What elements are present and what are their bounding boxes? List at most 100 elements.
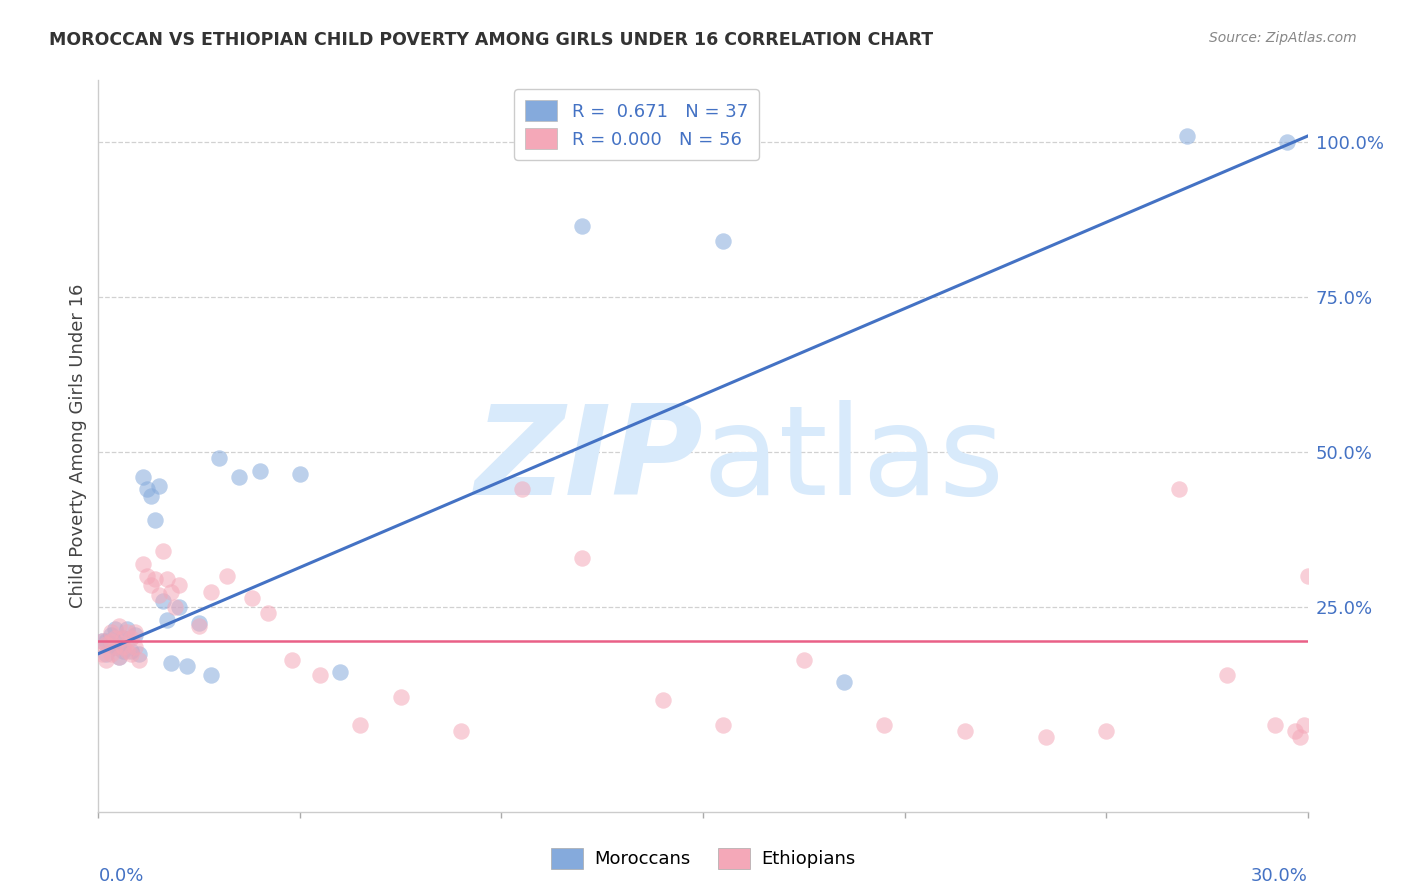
Point — [217, 569, 239, 583]
Point — [571, 219, 593, 233]
Point — [128, 647, 150, 661]
Point — [1216, 668, 1239, 682]
Text: MOROCCAN VS ETHIOPIAN CHILD POVERTY AMONG GIRLS UNDER 16 CORRELATION CHART: MOROCCAN VS ETHIOPIAN CHILD POVERTY AMON… — [49, 31, 934, 49]
Point — [107, 649, 129, 664]
Point — [188, 615, 211, 630]
Point — [156, 572, 179, 586]
Text: atlas: atlas — [703, 401, 1005, 521]
Point — [163, 600, 186, 615]
Point — [208, 451, 231, 466]
Point — [124, 628, 146, 642]
Point — [571, 550, 593, 565]
Point — [156, 613, 179, 627]
Point — [349, 718, 371, 732]
Text: ZIP: ZIP — [474, 401, 703, 521]
Text: 30.0%: 30.0% — [1251, 867, 1308, 885]
Point — [1264, 718, 1286, 732]
Point — [249, 464, 271, 478]
Point — [111, 631, 134, 645]
Point — [91, 634, 114, 648]
Point — [115, 643, 138, 657]
Point — [1288, 731, 1310, 745]
Point — [873, 718, 896, 732]
Point — [100, 647, 122, 661]
Point — [107, 637, 129, 651]
Point — [124, 640, 146, 655]
Point — [240, 591, 263, 605]
Point — [107, 619, 129, 633]
Point — [135, 483, 157, 497]
Legend: R =  0.671   N = 37, R = 0.000   N = 56: R = 0.671 N = 37, R = 0.000 N = 56 — [515, 89, 759, 160]
Point — [120, 647, 142, 661]
Point — [124, 624, 146, 639]
Point — [188, 619, 211, 633]
Point — [281, 653, 304, 667]
Point — [329, 665, 352, 680]
Point — [135, 569, 157, 583]
Point — [91, 647, 114, 661]
Y-axis label: Child Poverty Among Girls Under 16: Child Poverty Among Girls Under 16 — [69, 284, 87, 608]
Point — [167, 578, 190, 592]
Point — [120, 643, 142, 657]
Point — [152, 594, 174, 608]
Point — [510, 483, 533, 497]
Point — [103, 640, 125, 655]
Point — [228, 470, 250, 484]
Point — [152, 544, 174, 558]
Point — [176, 659, 198, 673]
Point — [103, 631, 125, 645]
Point — [115, 622, 138, 636]
Point — [1296, 569, 1319, 583]
Point — [103, 640, 125, 655]
Point — [1167, 483, 1189, 497]
Point — [1175, 129, 1198, 144]
Point — [103, 622, 125, 636]
Point — [96, 634, 118, 648]
Point — [120, 631, 142, 645]
Point — [1277, 135, 1299, 149]
Point — [91, 634, 114, 648]
Point — [793, 653, 815, 667]
Point — [1035, 731, 1057, 745]
Point — [139, 489, 162, 503]
Point — [160, 584, 183, 599]
Point — [148, 588, 170, 602]
Point — [96, 647, 118, 661]
Point — [711, 718, 734, 732]
Text: 0.0%: 0.0% — [98, 867, 143, 885]
Point — [832, 674, 855, 689]
Point — [107, 649, 129, 664]
Point — [100, 634, 122, 648]
Point — [132, 557, 155, 571]
Point — [96, 637, 118, 651]
Point — [200, 584, 222, 599]
Legend: Moroccans, Ethiopians: Moroccans, Ethiopians — [544, 840, 862, 876]
Point — [1284, 724, 1306, 739]
Point — [450, 724, 472, 739]
Point — [148, 479, 170, 493]
Point — [160, 656, 183, 670]
Point — [100, 628, 122, 642]
Point — [143, 572, 166, 586]
Point — [96, 653, 118, 667]
Point — [111, 640, 134, 655]
Point — [100, 624, 122, 639]
Point — [651, 693, 673, 707]
Text: Source: ZipAtlas.com: Source: ZipAtlas.com — [1209, 31, 1357, 45]
Point — [389, 690, 412, 704]
Point — [111, 643, 134, 657]
Point — [711, 235, 734, 249]
Point — [143, 513, 166, 527]
Point — [309, 668, 332, 682]
Point — [132, 470, 155, 484]
Point — [128, 653, 150, 667]
Point — [288, 467, 311, 481]
Point — [139, 578, 162, 592]
Point — [256, 607, 278, 621]
Point — [111, 631, 134, 645]
Point — [1095, 724, 1118, 739]
Point — [1292, 718, 1315, 732]
Point — [100, 637, 122, 651]
Point — [115, 624, 138, 639]
Point — [167, 600, 190, 615]
